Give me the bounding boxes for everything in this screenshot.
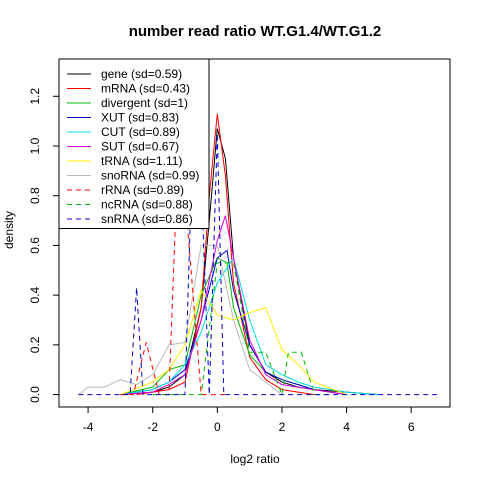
x-tick-label: 2: [279, 420, 286, 434]
y-tick-label: 0.0: [28, 386, 42, 403]
y-tick-label: 0.8: [28, 187, 42, 204]
y-axis-label: density: [2, 211, 16, 249]
legend-label: mRNA (sd=0.43): [101, 82, 190, 96]
legend-label: snRNA (sd=0.86): [101, 212, 193, 226]
series-line: [120, 195, 227, 396]
series-line: [120, 256, 379, 396]
legend-label: tRNA (sd=1.11): [101, 154, 182, 168]
y-tick-label: 0.4: [28, 286, 42, 303]
x-tick-label: 6: [408, 420, 415, 434]
y-axis: 0.0 0.2 0.4 0.6 0.8 1.0 1.2: [28, 88, 60, 403]
legend-label: SUT (sd=0.67): [101, 140, 179, 154]
series-line: [152, 262, 331, 397]
y-tick-label: 0.6: [28, 237, 42, 254]
series-line: [78, 133, 438, 396]
x-tick-label: -4: [83, 420, 94, 434]
legend-label: gene (sd=0.59): [101, 67, 182, 81]
legend-label: XUT (sd=0.83): [101, 111, 179, 125]
legend-label: snoRNA (sd=0.99): [101, 169, 199, 183]
x-axis: -4 -2 0 2 4 6: [83, 406, 415, 434]
series-lines: [78, 113, 438, 397]
x-axis-label: log2 ratio: [230, 452, 280, 466]
legend-label: rRNA (sd=0.89): [101, 183, 184, 197]
x-tick-label: -2: [147, 420, 158, 434]
series-line: [120, 215, 347, 396]
y-tick-label: 0.2: [28, 336, 42, 353]
chart-title: number read ratio WT.G1.4/WT.G1.2: [129, 23, 382, 40]
x-tick-label: 4: [343, 420, 350, 434]
legend-label: ncRNA (sd=0.88): [101, 198, 193, 212]
legend-label: divergent (sd=1): [101, 96, 188, 110]
legend-box: [58, 58, 210, 229]
y-tick-label: 1.2: [28, 88, 42, 105]
y-tick-label: 1.0: [28, 137, 42, 154]
legend: gene (sd=0.59)mRNA (sd=0.43)divergent (s…: [58, 58, 210, 229]
series-line: [78, 244, 283, 395]
legend-label: CUT (sd=0.89): [101, 125, 180, 139]
series-line: [136, 113, 315, 396]
series-line: [120, 249, 347, 396]
x-tick-label: 0: [214, 420, 221, 434]
